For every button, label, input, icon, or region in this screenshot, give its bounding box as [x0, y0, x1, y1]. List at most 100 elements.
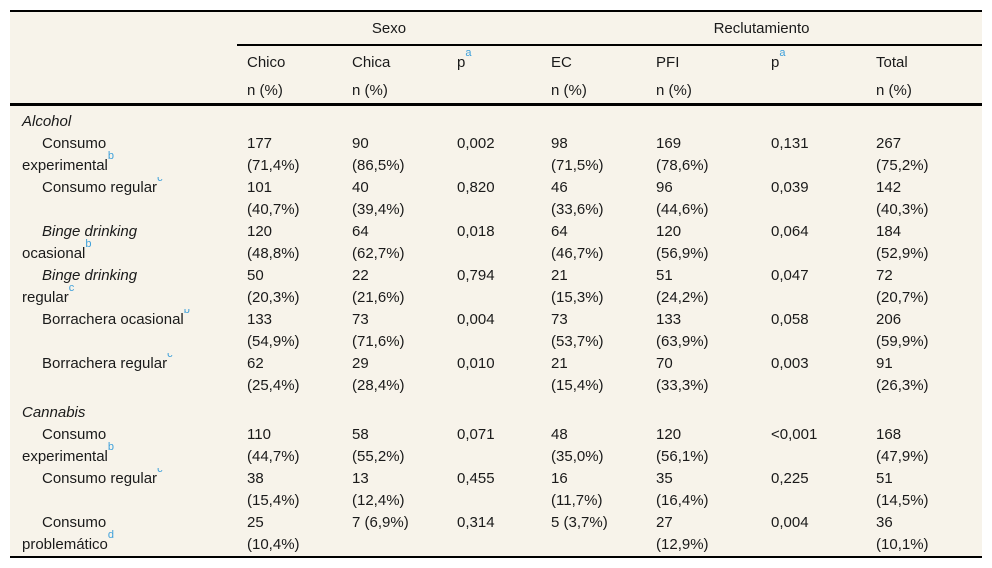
- table-body: Alcohol Consumo experimentalb 177 (71,4%) 90…: [10, 105, 982, 558]
- data-cell: 0,003: [771, 355, 809, 372]
- data-cell: 64 (62,7%): [352, 223, 405, 262]
- footnote-ref[interactable]: b: [183, 309, 190, 316]
- row-label-cell: Borrachera ocasionalb: [10, 309, 237, 353]
- footnote-ref[interactable]: c: [68, 282, 75, 294]
- data-cell: 96 (44,6%): [656, 179, 709, 218]
- data-cell: 27 (12,9%): [656, 514, 709, 553]
- column-label-text: EC: [551, 54, 572, 71]
- row-label-text: Consumo regular: [42, 470, 158, 487]
- data-cell: 21 (15,3%): [551, 267, 604, 306]
- footnote-ref[interactable]: a: [465, 47, 472, 59]
- data-cell: 13 (12,4%): [352, 470, 405, 509]
- data-cell: [237, 397, 342, 424]
- group-header-sexo: Sexo: [237, 11, 542, 46]
- row-label-text: experimental: [22, 448, 108, 465]
- data-cell: [342, 105, 447, 134]
- column-sublabel: n (%): [551, 82, 587, 99]
- row-label-cell: Borrachera regularc: [10, 353, 237, 397]
- data-cell: [646, 105, 761, 134]
- table-row: Binge drinking regularc 50 (20,3%) 22 (21,6…: [10, 265, 982, 309]
- data-cell: 38 (15,4%): [247, 470, 300, 509]
- column-label: pa: [457, 48, 541, 74]
- data-cell: 51 (24,2%): [656, 267, 709, 306]
- row-label-cell: Consumo problemáticod: [10, 512, 237, 557]
- data-cell: [342, 397, 447, 424]
- data-cell: [237, 105, 342, 134]
- column-label-text: PFI: [656, 54, 680, 71]
- row-label-text: ocasional: [22, 245, 86, 262]
- data-cell: 73 (71,6%): [352, 311, 405, 350]
- row-label-text: Binge drinking: [42, 267, 138, 284]
- data-cell: 101 (40,7%): [247, 179, 300, 218]
- data-cell: 184 (52,9%): [876, 223, 929, 262]
- column-header-p: pa: [761, 45, 867, 106]
- group-header-row: Sexo Reclutamiento: [10, 11, 983, 46]
- row-label-cell: Consumo experimentalb: [10, 424, 237, 468]
- row-label-text: Cannabis: [22, 404, 86, 421]
- data-cell: 91 (26,3%): [876, 355, 929, 394]
- data-cell: 0,058: [771, 311, 809, 328]
- table-row: Consumo regularc 38 (15,4%) 13 (12,4%) 0,45…: [10, 468, 982, 512]
- footnote-ref[interactable]: b: [107, 441, 115, 453]
- footnote-ref[interactable]: c: [157, 177, 163, 184]
- data-cell: 142 (40,3%): [876, 179, 929, 218]
- data-cell: [761, 105, 866, 134]
- data-cell: 0,002: [457, 135, 495, 152]
- row-label-text: experimental: [22, 157, 108, 174]
- section-label-cell: Cannabis: [10, 397, 237, 424]
- data-cell: 110 (44,7%): [247, 426, 300, 465]
- data-cell: [447, 105, 541, 134]
- column-label: EC: [551, 52, 646, 74]
- data-cell: 25 (10,4%): [247, 514, 300, 553]
- row-label-line: Binge drinking: [22, 221, 237, 243]
- data-cell: 0,004: [771, 514, 809, 531]
- data-cell: 0,004: [457, 311, 495, 328]
- data-cell: 0,794: [457, 267, 495, 284]
- table-header: Sexo Reclutamiento Chico n (%) Chica n (%) pa E…: [10, 11, 983, 106]
- row-label-line: Consumo regularc: [22, 177, 237, 199]
- data-cell: 120 (56,9%): [656, 223, 709, 262]
- footnote-ref[interactable]: a: [779, 47, 786, 59]
- data-cell: 0,071: [457, 426, 495, 443]
- row-label-header: [10, 45, 237, 106]
- row-label-line: regularc: [22, 283, 237, 309]
- data-cell: 29 (28,4%): [352, 355, 405, 394]
- footnote-ref[interactable]: b: [107, 150, 115, 162]
- data-cell: [541, 105, 646, 134]
- table-row: Alcohol: [10, 105, 982, 134]
- row-label-text: Consumo: [42, 426, 107, 443]
- data-cell: [866, 105, 982, 134]
- column-header-p: pa: [447, 45, 542, 106]
- data-cell: 169 (78,6%): [656, 135, 709, 174]
- data-cell: 73 (53,7%): [551, 311, 604, 350]
- data-cell: 98 (71,5%): [551, 135, 604, 174]
- row-label-text: Binge drinking: [42, 223, 138, 240]
- data-cell: 5 (3,7%): [551, 514, 608, 531]
- footnote-ref[interactable]: c: [157, 468, 163, 475]
- data-cell: [447, 397, 541, 424]
- footnote-ref[interactable]: c: [167, 353, 173, 360]
- data-cell: 0,064: [771, 223, 809, 240]
- data-cell: [761, 397, 866, 424]
- column-label: Chico: [247, 52, 342, 74]
- footnote-ref[interactable]: b: [85, 238, 92, 250]
- data-cell: 7 (6,9%): [352, 514, 409, 531]
- column-header-row: Chico n (%) Chica n (%) pa EC n (%) PFI n (%) pa T…: [10, 45, 983, 106]
- table-row: Consumo regularc 101 (40,7%) 40 (39,4%) 0,8…: [10, 177, 982, 221]
- data-cell: 0,010: [457, 355, 495, 372]
- table-row: Consumo experimentalb 110 (44,7%) 58 (55,2%…: [10, 424, 982, 468]
- data-cell: 267 (75,2%): [876, 135, 929, 174]
- data-cell: 36 (10,1%): [876, 514, 929, 553]
- column-label-text: Chico: [247, 54, 286, 71]
- data-cell: 133 (54,9%): [247, 311, 300, 350]
- data-cell: 0,131: [771, 135, 809, 152]
- column-header-ec: EC n (%): [541, 45, 647, 106]
- table-row: Consumo experimentalb 177 (71,4%) 90 (86,5%…: [10, 133, 982, 177]
- row-label-line: Borrachera regularc: [22, 353, 237, 375]
- statistics-table: Sexo Reclutamiento Chico n (%) Chica n (%) pa E…: [10, 10, 983, 558]
- table-row: Binge drinking ocasionalb 120 (48,8%) 64 (6…: [10, 221, 982, 265]
- table-row: Consumo problemáticod 25 (10,4%) 7 (6,9%) 0,…: [10, 512, 982, 557]
- data-cell: 133 (63,9%): [656, 311, 709, 350]
- data-cell: 21 (15,4%): [551, 355, 604, 394]
- footnote-ref[interactable]: d: [107, 529, 115, 541]
